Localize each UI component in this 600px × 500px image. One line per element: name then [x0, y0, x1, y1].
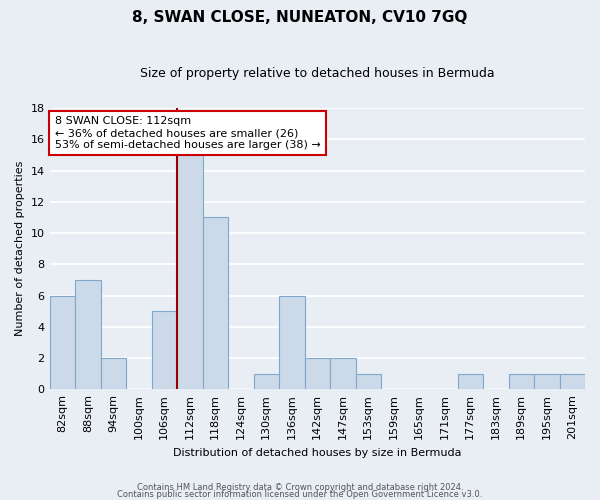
Text: 8, SWAN CLOSE, NUNEATON, CV10 7GQ: 8, SWAN CLOSE, NUNEATON, CV10 7GQ	[133, 10, 467, 25]
Title: Size of property relative to detached houses in Bermuda: Size of property relative to detached ho…	[140, 68, 494, 80]
X-axis label: Distribution of detached houses by size in Bermuda: Distribution of detached houses by size …	[173, 448, 461, 458]
Bar	[560, 374, 585, 390]
Text: Contains HM Land Registry data © Crown copyright and database right 2024.: Contains HM Land Registry data © Crown c…	[137, 484, 463, 492]
Bar	[330, 358, 356, 390]
Bar	[101, 358, 126, 390]
Text: 8 SWAN CLOSE: 112sqm
← 36% of detached houses are smaller (26)
53% of semi-detac: 8 SWAN CLOSE: 112sqm ← 36% of detached h…	[55, 116, 320, 150]
Y-axis label: Number of detached properties: Number of detached properties	[15, 161, 25, 336]
Bar	[305, 358, 330, 390]
Bar	[509, 374, 534, 390]
Bar	[75, 280, 101, 390]
Bar	[50, 296, 75, 390]
Bar	[254, 374, 279, 390]
Bar	[534, 374, 560, 390]
Bar	[177, 155, 203, 390]
Bar	[279, 296, 305, 390]
Bar	[356, 374, 381, 390]
Bar	[203, 218, 228, 390]
Bar	[458, 374, 483, 390]
Text: Contains public sector information licensed under the Open Government Licence v3: Contains public sector information licen…	[118, 490, 482, 499]
Bar	[152, 311, 177, 390]
